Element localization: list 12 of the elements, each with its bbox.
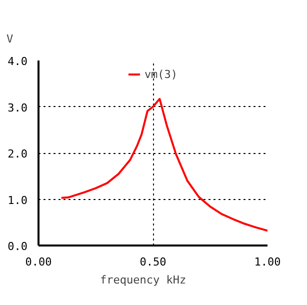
x-tick-label: 0.00 — [25, 256, 52, 268]
legend-label: vm(3) — [144, 68, 178, 80]
y-tick-label: 2.0 — [8, 148, 28, 160]
y-tick-label: 4.0 — [8, 55, 28, 68]
y-tick-label: 1.0 — [8, 194, 28, 207]
x-axis-title: frequency kHz — [100, 274, 186, 286]
y-axis-title: V — [6, 32, 14, 46]
x-tick-label: 1.00 — [254, 256, 281, 268]
y-tick-label: 3.0 — [8, 101, 28, 114]
y-tick-label: 0.0 — [8, 240, 28, 253]
x-tick-label: 0.50 — [140, 256, 166, 268]
line-series — [60, 98, 268, 232]
